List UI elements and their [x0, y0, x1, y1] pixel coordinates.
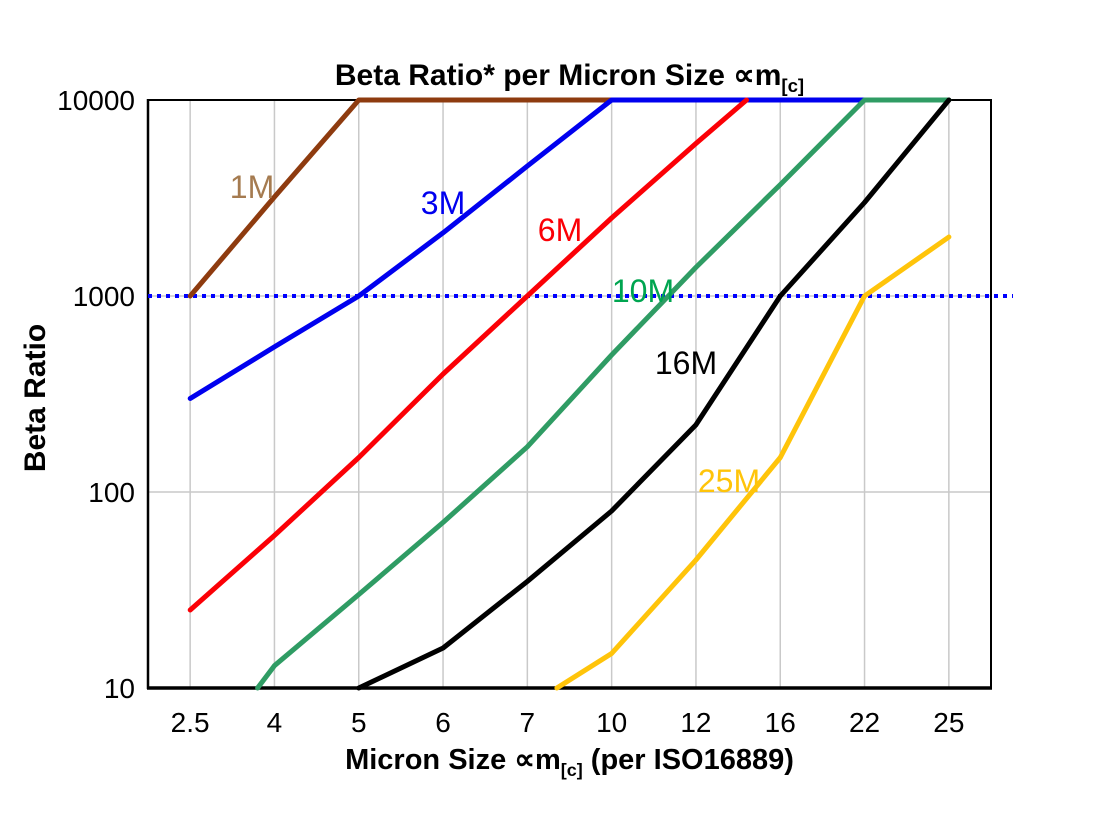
series-label-1m: 1M: [230, 169, 274, 205]
x-tick-label: 4: [267, 707, 283, 738]
series-line-1m: [187, 97, 615, 299]
series-label-3m: 3M: [421, 185, 465, 221]
series-line-25m: [554, 234, 952, 691]
x-tick-label: 7: [520, 707, 536, 738]
x-tick-label: 12: [680, 707, 711, 738]
y-tick-label: 100: [88, 477, 135, 508]
series-label-10m: 10M: [612, 273, 674, 309]
y-tick-label: 10: [104, 673, 135, 704]
x-axis-title: Micron Size ∝m[c] (per ISO16889): [148, 742, 991, 781]
x-axis-title-suffix: (per ISO16889): [582, 744, 794, 776]
chart-title-text: Beta Ratio* per Micron Size ∝m: [334, 59, 782, 92]
chart-title-subscript: [c]: [781, 75, 805, 96]
x-tick-label: 5: [351, 707, 367, 738]
series-line-10m: [255, 97, 952, 691]
y-tick-label: 1000: [73, 281, 135, 312]
x-tick-label: 2.5: [171, 707, 210, 738]
x-tick-label: 6: [435, 707, 451, 738]
series-label-16m: 16M: [655, 345, 717, 381]
x-axis-title-text: Micron Size ∝m: [345, 744, 561, 776]
y-axis-title: Beta Ratio: [19, 323, 52, 473]
x-tick-label: 16: [765, 707, 796, 738]
x-tick-label: 10: [596, 707, 627, 738]
chart-title: Beta Ratio* per Micron Size ∝m[c]: [148, 58, 991, 97]
y-tick-label: 10000: [57, 85, 135, 116]
series-label-25m: 25M: [698, 463, 760, 499]
x-axis-title-subscript: [c]: [560, 759, 583, 780]
series-line-16m: [356, 97, 952, 691]
series-line-3m: [187, 97, 867, 401]
series-label-6m: 6M: [538, 212, 582, 248]
x-tick-label: 25: [933, 707, 964, 738]
x-tick-label: 22: [849, 707, 880, 738]
series-line-6m: [187, 97, 749, 613]
